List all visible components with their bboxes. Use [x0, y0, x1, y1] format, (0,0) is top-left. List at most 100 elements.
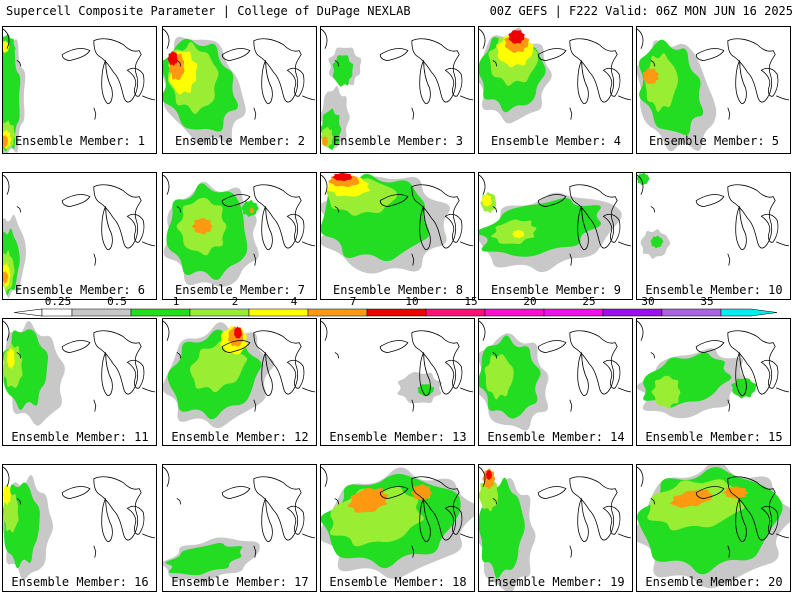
lake-outline	[492, 352, 498, 359]
great-lakes-outline	[221, 184, 305, 251]
coastline-outline	[163, 320, 170, 341]
scp-contour-area	[417, 384, 435, 397]
lake-outline	[334, 206, 340, 213]
coastline-outline	[163, 466, 170, 487]
scp-field-map	[321, 173, 474, 274]
scp-contour-area	[644, 53, 679, 112]
colorbar-tick-label: 0.25	[45, 295, 72, 308]
scp-contour-area	[479, 477, 499, 512]
ensemble-member-label: Ensemble Member: 18	[329, 575, 467, 589]
coastline-outline	[618, 533, 632, 539]
scp-field-map	[637, 320, 790, 419]
scp-field-map	[479, 320, 632, 431]
colorbar-bin	[130, 308, 191, 317]
coastline-outline	[142, 95, 156, 101]
scp-contour-area	[637, 173, 650, 186]
scp-contour-area	[249, 207, 255, 214]
scp-field-map	[321, 28, 474, 150]
coastline-outline	[637, 174, 644, 195]
colorbar-tick-label: 15	[464, 295, 477, 308]
ensemble-member-label: Ensemble Member: 12	[171, 430, 309, 444]
ensemble-member-label: Ensemble Member: 2	[174, 134, 306, 148]
scp-field-map	[479, 174, 632, 273]
scp-field-map	[3, 320, 156, 426]
colorbar-tick-label: 4	[291, 295, 298, 308]
scp-field-map	[3, 174, 156, 299]
coastline-outline	[321, 28, 328, 49]
lake-outline	[492, 498, 498, 505]
great-lakes-outline	[537, 476, 621, 543]
lake-outline	[411, 545, 415, 558]
scp-contour-area	[233, 326, 242, 339]
ensemble-member-label: Ensemble Member: 10	[645, 283, 783, 297]
coastline-outline	[163, 174, 170, 195]
scp-contour-area	[6, 347, 15, 369]
ensemble-member-label: Ensemble Member: 3	[332, 134, 464, 148]
great-lakes-outline	[695, 476, 779, 543]
coastline-outline	[142, 533, 156, 539]
ensemble-member-map	[478, 172, 633, 300]
colorbar-bin	[425, 308, 486, 317]
coastline-outline	[302, 387, 316, 393]
ensemble-member-map	[636, 318, 791, 446]
coastline-outline	[321, 320, 328, 341]
ensemble-member-map	[2, 318, 157, 446]
colorbar-tick-label: 2	[232, 295, 239, 308]
ensemble-member-label: Ensemble Member: 15	[645, 430, 783, 444]
lake-outline	[334, 60, 340, 67]
ensemble-member-map	[478, 26, 633, 154]
lake-outline	[411, 399, 415, 412]
scp-contour-area	[3, 33, 17, 63]
lake-outline	[569, 107, 573, 120]
coastline-outline	[618, 95, 632, 101]
lake-outline	[569, 545, 573, 558]
coastline-outline	[776, 533, 790, 539]
great-lakes-outline	[379, 38, 463, 105]
ensemble-member-label: Ensemble Member: 13	[329, 430, 467, 444]
great-lakes-outline	[61, 38, 145, 105]
coastline-outline	[479, 174, 486, 195]
lake-outline	[569, 399, 573, 412]
scp-contour-area	[3, 40, 10, 53]
colorbar-below-range	[41, 308, 73, 317]
coastline-outline	[479, 28, 486, 49]
lake-outline	[727, 545, 731, 558]
ensemble-member-map	[636, 26, 791, 154]
scp-contour-area	[731, 378, 757, 399]
coastline-outline	[302, 533, 316, 539]
scp-contour-area	[332, 173, 353, 182]
lake-outline	[253, 399, 257, 412]
ensemble-member-map	[162, 26, 317, 154]
great-lakes-outline	[537, 38, 621, 105]
lake-outline	[727, 107, 731, 120]
great-lakes-outline	[537, 330, 621, 397]
scp-field-map	[163, 28, 316, 145]
coastline-outline	[460, 533, 474, 539]
scp-field-map	[321, 320, 474, 412]
coastline-outline	[302, 95, 316, 101]
scp-contour-area	[670, 489, 713, 508]
ensemble-member-label: Ensemble Member: 20	[645, 575, 783, 589]
coastline-outline	[776, 387, 790, 393]
scp-contour-area	[508, 30, 525, 44]
coastline-outline	[3, 28, 10, 49]
lake-outline	[334, 498, 340, 505]
ensemble-member-map	[2, 172, 157, 300]
lake-outline	[411, 253, 415, 266]
colorbar-left-arrow	[13, 308, 43, 317]
coastline-outline	[776, 241, 790, 247]
colorbar-legend: 0.25 0.5 1 2 4 7 10 15 20 25 30 35	[13, 295, 778, 317]
lake-outline	[176, 498, 182, 505]
coastline-outline	[163, 28, 170, 49]
scp-contour-area	[485, 469, 493, 480]
scp-contour-area	[651, 375, 682, 409]
ensemble-member-map	[478, 318, 633, 446]
lake-outline	[650, 206, 656, 213]
scp-contour-area	[484, 354, 514, 400]
scp-field-map	[163, 466, 316, 583]
lake-outline	[93, 545, 97, 558]
colorbar-bin	[602, 308, 663, 317]
great-lakes-outline	[379, 184, 463, 251]
great-lakes-outline	[537, 184, 621, 251]
scp-field-map	[321, 466, 474, 579]
